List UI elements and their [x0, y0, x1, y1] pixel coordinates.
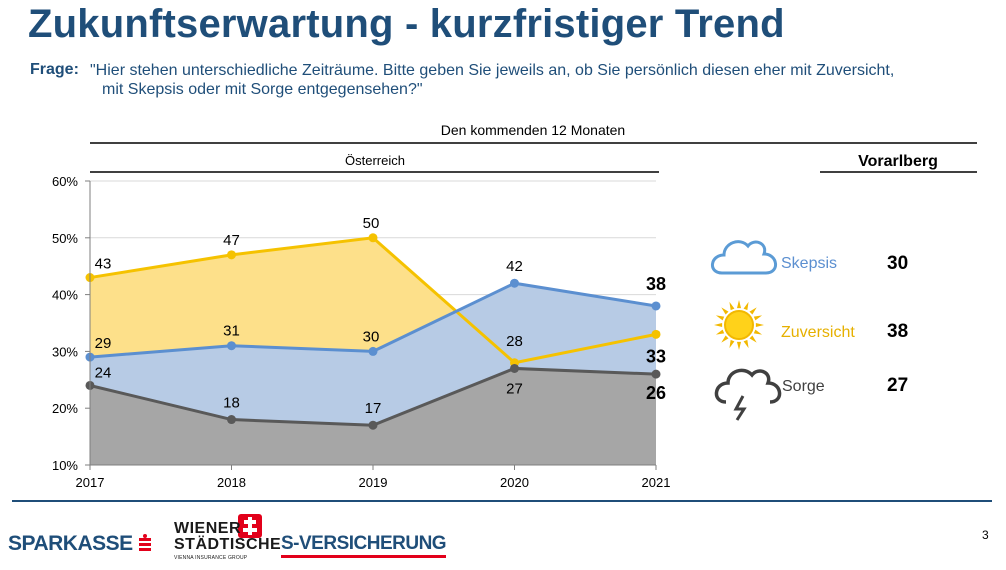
data-label: 24: [95, 364, 112, 381]
data-label: 47: [223, 232, 240, 249]
sun-ray: [749, 335, 757, 343]
data-label: 18: [223, 395, 240, 412]
point-zuversicht: [651, 329, 661, 339]
sun-ray: [715, 315, 725, 321]
y-tick-label: 40%: [52, 288, 78, 303]
point-sorge: [651, 369, 661, 379]
sun-ray: [753, 329, 763, 335]
sparkasse-logo-text: SPARKASSE: [8, 532, 133, 555]
data-label: 50: [363, 215, 380, 232]
data-label: 31: [223, 323, 240, 340]
sun-ray: [736, 300, 742, 309]
wiener-logo-line2: STÄDTISCHE: [174, 536, 282, 553]
point-skepsis: [368, 346, 378, 356]
x-tick-label: 2018: [217, 475, 246, 490]
question-line-1: "Hier stehen unterschiedliche Zeiträume.…: [90, 62, 895, 79]
data-label: 42: [506, 258, 523, 275]
vorarlberg-value-zuversicht: 38: [887, 321, 908, 342]
data-label: 43: [95, 256, 112, 273]
x-tick-label: 2019: [359, 475, 388, 490]
point-sorge: [510, 363, 519, 373]
sun-ray: [736, 341, 742, 350]
sun-ray: [729, 339, 735, 349]
vorarlberg-value-sorge: 27: [887, 375, 908, 396]
data-label: 29: [95, 335, 112, 352]
data-label: 28: [506, 333, 523, 350]
data-label: 33: [646, 346, 666, 366]
x-tick-label: 2021: [642, 475, 671, 490]
question-text: "Hier stehen unterschiedliche Zeiträume.…: [90, 61, 995, 99]
data-label: 30: [363, 328, 380, 345]
data-label: 38: [646, 274, 666, 294]
sun-ray: [743, 339, 749, 349]
legend-label-zuversicht: Zuversicht: [781, 324, 855, 341]
sun-ray: [714, 322, 723, 328]
sun-ray: [721, 335, 729, 343]
legend-label-sorge: Sorge: [782, 378, 825, 395]
point-zuversicht: [227, 250, 236, 260]
area-sorge: [90, 368, 656, 465]
chart-title: Den kommenden 12 Monaten: [441, 122, 625, 138]
point-sorge: [227, 415, 236, 425]
storm-cloud-icon: [714, 368, 782, 421]
chart-axes: 10% 20% 30% 40% 50% 60% 2017 2018 2019 2020 2021: [52, 174, 670, 490]
point-skepsis: [227, 341, 236, 351]
y-tick-label: 60%: [52, 174, 78, 189]
data-label: 27: [506, 380, 523, 397]
vorarlberg-value-skepsis: 30: [887, 253, 908, 274]
point-skepsis: [651, 301, 661, 311]
s-versicherung-logo: S-VERSICHERUNG: [281, 533, 447, 558]
sun-ray: [749, 307, 757, 315]
data-label: 17: [365, 400, 382, 417]
page-number: 3: [982, 528, 989, 542]
chart-subtitle: Österreich: [345, 153, 405, 168]
sun-ray: [755, 322, 764, 328]
sun-ray: [715, 329, 725, 335]
legend-label-skepsis: Skepsis: [781, 255, 837, 272]
x-tick-label: 2017: [76, 475, 105, 490]
cloud-icon: [711, 240, 777, 275]
question-line-2: mit Skepsis oder mit Sorge entgegensehen…: [102, 81, 423, 98]
wiener-staedtische-logo: WIENER STÄDTISCHE VIENNA INSURANCE GROUP: [172, 514, 281, 566]
vorarlberg-heading: Vorarlberg: [858, 153, 938, 170]
sparkasse-s-icon: [137, 534, 153, 554]
point-skepsis: [510, 278, 519, 288]
y-tick-label: 10%: [52, 458, 78, 473]
point-sorge: [368, 420, 378, 430]
sun-disc: [724, 310, 754, 340]
footer-divider: [12, 500, 992, 502]
sparkasse-logo: SPARKASSE: [8, 532, 153, 556]
y-tick-label: 50%: [52, 231, 78, 246]
x-tick-label: 2020: [500, 475, 529, 490]
sun-icon: [714, 300, 764, 350]
chart-data-labels: 43 47 50 28 33 29 31 30 42 38 24 18 17 27 26: [95, 215, 666, 417]
trend-chart: Den kommenden 12 Monaten Österreich 43 47…: [52, 122, 977, 490]
question-label: Frage:: [30, 61, 79, 78]
sun-ray: [721, 307, 729, 315]
y-tick-label: 20%: [52, 401, 78, 416]
sun-ray: [743, 301, 749, 311]
wiener-logo-line3: VIENNA INSURANCE GROUP: [174, 555, 248, 561]
sun-ray: [753, 315, 763, 321]
wiener-staedtische-emblem: [238, 514, 262, 538]
sun-ray: [729, 301, 735, 311]
page-title: Zukunftserwartung - kurzfristiger Trend: [28, 2, 785, 46]
s-versicherung-logo-text: S-VERSICHERUNG: [281, 533, 447, 558]
data-label: 26: [646, 383, 666, 403]
wiener-logo-line1: WIENER: [174, 520, 241, 537]
y-tick-label: 30%: [52, 344, 78, 359]
point-zuversicht: [368, 233, 378, 243]
